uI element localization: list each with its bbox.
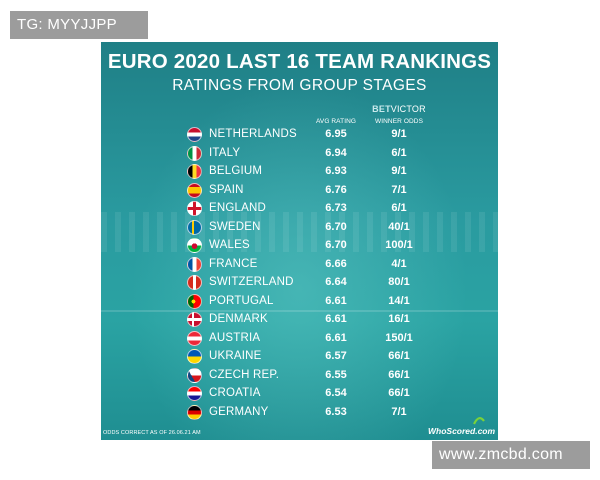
- team-odds: 66/1: [388, 387, 410, 399]
- team-country: DENMARK: [209, 313, 268, 325]
- team-row: CROATIA 6.54 66/1: [101, 384, 498, 403]
- team-odds: 16/1: [388, 313, 410, 325]
- wales-flag-icon: [187, 238, 202, 253]
- pitch-line: [101, 310, 498, 312]
- austria-flag-icon: [187, 330, 202, 346]
- czech-flag-icon: [187, 367, 202, 383]
- team-odds: 6/1: [391, 146, 407, 159]
- team-country: NETHERLANDS: [209, 128, 297, 140]
- rankings-graphic: EURO 2020 LAST 16 TEAM RANKINGS RATINGS …: [101, 42, 498, 440]
- team-country: SWEDEN: [209, 220, 261, 233]
- team-odds: 9/1: [391, 128, 407, 140]
- team-country: SWITZERLAND: [209, 276, 294, 288]
- team-row: ENGLAND 6.73 6/1: [101, 199, 498, 218]
- odds-footnote: ODDS CORRECT AS OF 26.06.21 AM: [103, 430, 201, 436]
- team-row: DENMARK 6.61 16/1: [101, 310, 498, 329]
- team-country: PORTUGAL: [209, 294, 274, 307]
- team-country: GERMANY: [209, 405, 269, 418]
- team-odds: 150/1: [385, 331, 413, 344]
- team-country: AUSTRIA: [209, 331, 261, 344]
- team-row: NETHERLANDS 6.95 9/1: [101, 125, 498, 144]
- graphic-title: EURO 2020 LAST 16 TEAM RANKINGS: [107, 50, 492, 73]
- team-country: FRANCE: [209, 257, 258, 270]
- team-country: BELGIUM: [209, 165, 263, 177]
- germany-flag-icon: [187, 404, 202, 420]
- team-odds: 7/1: [391, 405, 407, 418]
- team-rating: 6.54: [325, 387, 347, 399]
- whoscored-logo-icon: [473, 417, 485, 425]
- belgium-flag-icon: [187, 164, 202, 179]
- england-flag-icon: [187, 201, 202, 216]
- team-country: SPAIN: [209, 183, 244, 196]
- switzerland-flag-icon: [187, 275, 202, 290]
- team-rating: 6.61: [325, 331, 347, 344]
- team-row: FRANCE 6.66 4/1: [101, 255, 498, 274]
- team-rating: 6.95: [325, 128, 347, 140]
- spain-flag-icon: [187, 182, 202, 198]
- watermark-bottom-label: www.zmcbd.com: [432, 441, 590, 469]
- team-rating: 6.76: [325, 183, 347, 196]
- team-row: SPAIN 6.76 7/1: [101, 181, 498, 200]
- denmark-flag-icon: [187, 312, 202, 327]
- stadium-background: [101, 212, 498, 252]
- team-country: CZECH REP.: [209, 368, 280, 381]
- team-rating: 6.61: [325, 294, 347, 307]
- sweden-flag-icon: [187, 219, 202, 235]
- team-row: ITALY 6.94 6/1: [101, 144, 498, 163]
- ukraine-flag-icon: [187, 349, 202, 364]
- graphic-subtitle: RATINGS FROM GROUP STAGES: [172, 77, 427, 94]
- team-rating: 6.61: [325, 313, 347, 325]
- team-odds: 4/1: [391, 257, 407, 270]
- team-row: UKRAINE 6.57 66/1: [101, 347, 498, 366]
- team-rating: 6.70: [325, 220, 347, 233]
- team-odds: 66/1: [388, 350, 410, 362]
- team-country: ITALY: [209, 146, 241, 159]
- team-row: SWEDEN 6.70 40/1: [101, 218, 498, 237]
- whoscored-brand: WhoScored.com: [428, 426, 496, 436]
- team-odds: 40/1: [388, 220, 410, 233]
- team-odds: 6/1: [391, 202, 407, 214]
- team-rating: 6.64: [325, 276, 347, 288]
- bookmaker-prefix: BET: [372, 104, 391, 114]
- team-odds: 14/1: [388, 294, 410, 307]
- team-country: ENGLAND: [209, 202, 266, 214]
- team-rating: 6.55: [325, 368, 347, 381]
- team-rating: 6.53: [325, 405, 347, 418]
- team-odds: 66/1: [388, 368, 410, 381]
- team-rating: 6.73: [325, 202, 347, 214]
- watermark-top-label: TG: MYYJJPP: [10, 11, 148, 39]
- team-rating: 6.94: [325, 146, 347, 159]
- bookmaker-name: VICTOR: [390, 104, 426, 114]
- team-odds: 100/1: [385, 239, 413, 251]
- team-odds: 7/1: [391, 183, 407, 196]
- team-row: AUSTRIA 6.61 150/1: [101, 329, 498, 348]
- portugal-flag-icon: [187, 293, 202, 309]
- team-row: WALES 6.70 100/1: [101, 236, 498, 255]
- team-odds: 80/1: [388, 276, 410, 288]
- team-rating: 6.66: [325, 257, 347, 270]
- croatia-flag-icon: [187, 386, 202, 401]
- netherlands-flag-icon: [187, 127, 202, 142]
- column-header-rating: AVG RATING: [315, 118, 357, 125]
- team-rating: 6.93: [325, 165, 347, 177]
- team-row: SWITZERLAND 6.64 80/1: [101, 273, 498, 292]
- team-country: CROATIA: [209, 387, 261, 399]
- italy-flag-icon: [187, 145, 202, 161]
- team-odds: 9/1: [391, 165, 407, 177]
- column-header-odds: WINNER ODDS: [374, 118, 424, 125]
- team-row: PORTUGAL 6.61 14/1: [101, 292, 498, 311]
- france-flag-icon: [187, 256, 202, 272]
- team-row: CZECH REP. 6.55 66/1: [101, 366, 498, 385]
- team-row: GERMANY 6.53 7/1: [101, 403, 498, 422]
- team-rating: 6.70: [325, 239, 347, 251]
- bookmaker-logo: BETVICTOR: [369, 104, 429, 114]
- team-country: UKRAINE: [209, 350, 262, 362]
- team-row: BELGIUM 6.93 9/1: [101, 162, 498, 181]
- team-rating: 6.57: [325, 350, 347, 362]
- team-country: WALES: [209, 239, 250, 251]
